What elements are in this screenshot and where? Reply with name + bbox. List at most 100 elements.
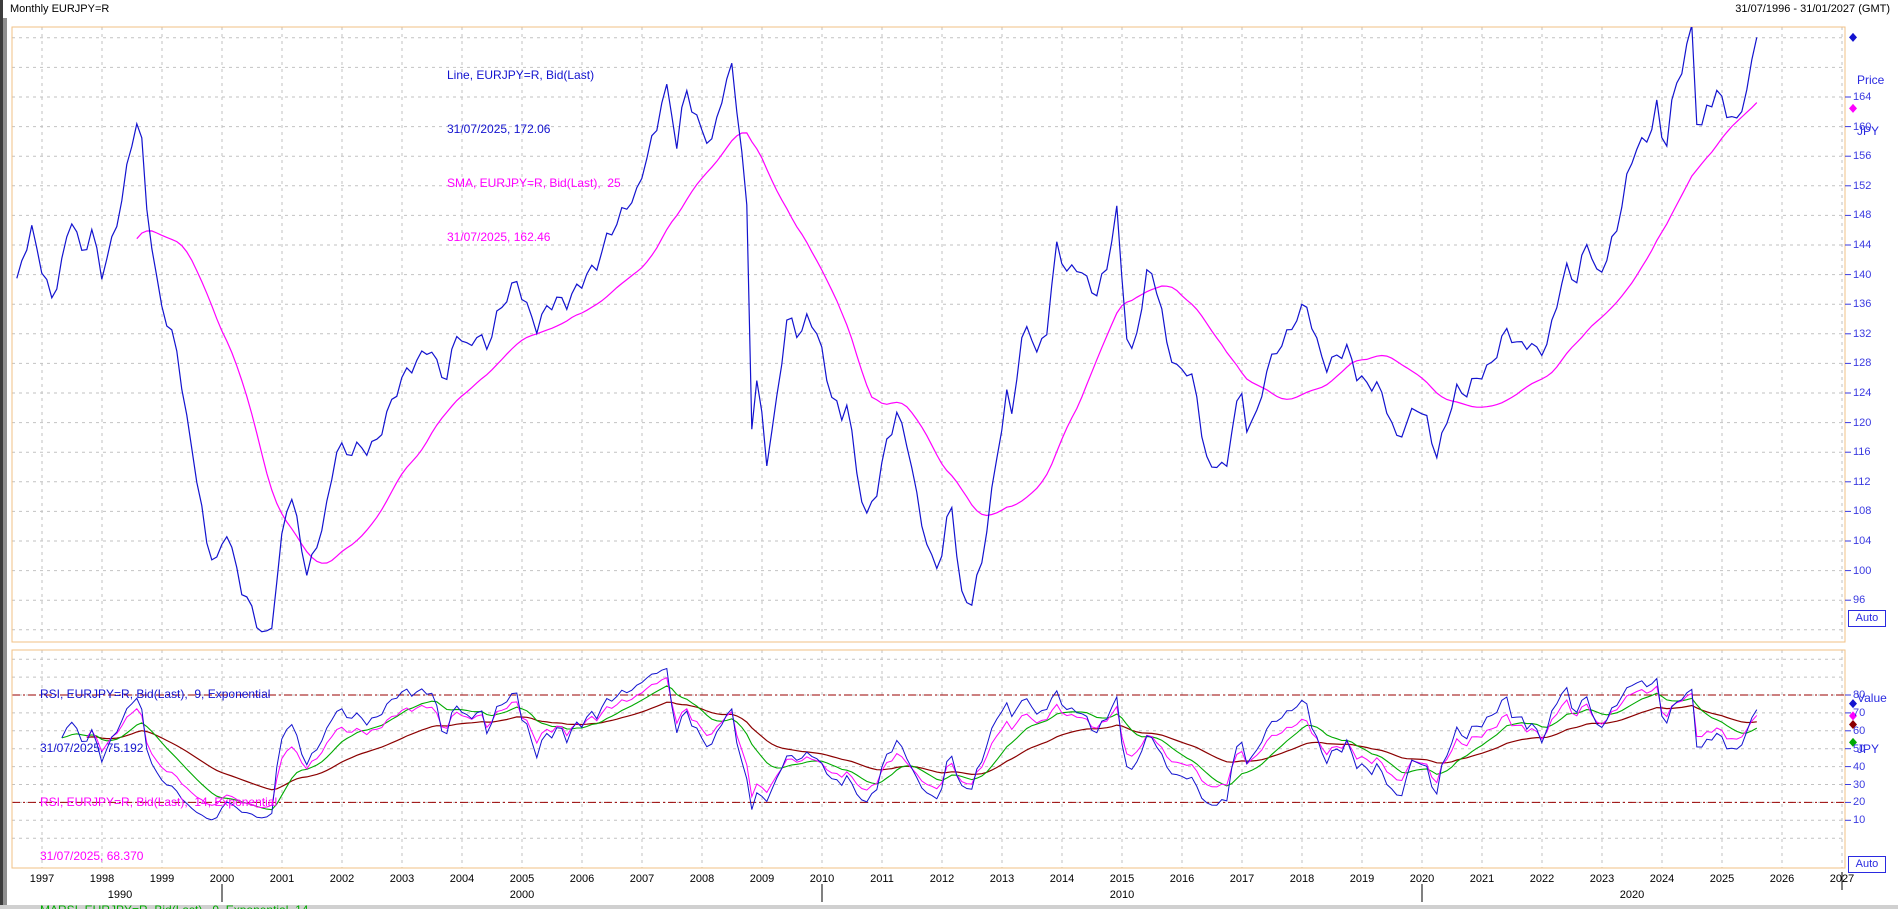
rsi-legend-rsi9-name: RSI, EURJPY=R, Bid(Last), 9, Exponential [40,687,271,701]
last-value-marker [1849,103,1857,113]
price-legend-line-name: Line, EURJPY=R, Bid(Last) [447,68,595,82]
year-label: 2009 [749,873,775,885]
year-label: 2025 [1709,873,1735,885]
price-legend-sma-name: SMA, EURJPY=R, Bid(Last), 25 [447,176,621,190]
year-label: 1998 [89,873,115,885]
axis-tick-label: 148 [1853,209,1872,222]
rsi14-line [86,677,1758,809]
axis-tick-label: 20 [1853,796,1866,809]
year-label: 2024 [1649,873,1675,885]
year-label: 2018 [1289,873,1315,885]
year-label: 2001 [269,873,295,885]
year-label: 2007 [629,873,655,885]
axis-tick-label: 140 [1853,268,1872,281]
window-edge-left-gray [3,18,7,909]
axis-tick-label: 104 [1853,535,1872,547]
year-label: 2015 [1109,873,1135,885]
axis-tick-label: 80 [1853,689,1866,701]
year-label: 2020 [1409,873,1435,885]
price-legend-line-value: 31/07/2025, 172.06 [447,122,551,136]
year-label: 2019 [1349,873,1375,885]
decade-label: 2010 [1109,889,1135,901]
axis-tick-label: 30 [1853,778,1866,791]
axis-tick-label: 100 [1853,564,1872,577]
rsi-legend: RSI, EURJPY=R, Bid(Last), 9, Exponential… [40,649,315,909]
year-label: 2023 [1589,873,1615,885]
axis-tick-label: 120 [1853,416,1872,429]
rsi-pane-frame [11,649,1846,869]
year-label: 2003 [389,873,415,885]
axis-tick-label: 50 [1853,742,1866,755]
year-label: 2005 [509,873,535,885]
marsi14-line [86,701,1757,791]
axis-tick-label: 70 [1853,706,1866,719]
year-label: 2008 [689,873,715,885]
price-auto-scale-button[interactable]: Auto [1848,610,1886,627]
rsi-legend-rsi14-value: 31/07/2025, 68.370 [40,849,144,863]
axis-tick-label: 156 [1853,150,1872,163]
year-label: 2026 [1769,873,1795,885]
year-label: 2021 [1469,873,1495,885]
axis-tick-label: 112 [1853,475,1871,488]
year-label: 2012 [929,873,955,885]
year-label: 2022 [1529,873,1555,885]
decade-label: 1990 [107,889,133,901]
axis-tick-label: 160 [1853,120,1872,133]
year-label: 2014 [1049,873,1075,885]
year-label: 2013 [989,873,1015,885]
window-edge-bottom [0,905,1898,909]
year-label: 2004 [449,873,475,885]
year-label: 1997 [29,873,55,885]
axis-tick-label: 108 [1853,505,1872,518]
last-value-marker [1849,737,1857,747]
price-axis-title: Price JPY [1857,38,1884,174]
year-label: 2011 [870,873,894,885]
price-axis-title-line1: Price [1857,73,1885,87]
price-legend-sma-value: 31/07/2025, 162.46 [447,230,551,244]
axis-tick-label: 164 [1853,91,1872,103]
axis-tick-label: 136 [1853,298,1872,311]
axis-tick-label: 132 [1853,327,1872,340]
sma-line [136,102,1758,564]
rsi-axis-title: Value JPY [1857,656,1887,792]
last-value-marker [1849,699,1857,709]
last-value-marker [1849,32,1857,42]
axis-tick-label: 10 [1853,814,1866,827]
rsi9-line [61,667,1758,821]
price-line [16,27,1758,633]
year-label: 2017 [1229,873,1255,885]
rsi-legend-rsi14-name: RSI, EURJPY=R, Bid(Last), 14, Exponentia… [40,795,278,809]
year-label: 2000 [209,873,235,885]
rsi-series [61,667,1758,821]
price-legend: Line, EURJPY=R, Bid(Last) 31/07/2025, 17… [447,30,621,282]
rsi-gridlines [12,650,1845,868]
price-gridlines [12,27,1845,642]
last-value-marker [1849,719,1857,729]
price-pane-frame [11,26,1846,643]
axis-tick-label: 116 [1853,446,1871,459]
window-edge-left [0,0,3,909]
rsi-axis-title-line2: JPY [1857,742,1880,756]
axis-tick-label: 128 [1853,357,1872,370]
axis-tick-label: 124 [1853,387,1872,399]
rsi-legend-marsi9-name: MARSI, EURJPY=R, Bid(Last), 9, Exponenti… [40,901,315,909]
year-label: 2016 [1169,873,1195,885]
rsi-auto-scale-button[interactable]: Auto [1848,856,1886,873]
axis-tick-label: 152 [1853,179,1872,192]
decade-label: 2020 [1619,889,1645,901]
last-value-marker [1849,711,1857,721]
year-label: 1999 [149,873,175,885]
price-plot-area[interactable] [12,27,1845,642]
price-axis-title-line2: JPY [1857,124,1880,138]
axis-tick-label: 96 [1853,594,1866,607]
year-label: 2006 [569,873,595,885]
chart-title: Monthly EURJPY=R [10,3,110,15]
year-label: 2002 [329,873,355,885]
price-series [16,27,1758,633]
axis-tick-label: 40 [1853,760,1866,773]
decade-label: 2000 [509,889,535,901]
year-label: 2027 [1829,873,1855,885]
axis-tick-label: 60 [1853,724,1866,737]
